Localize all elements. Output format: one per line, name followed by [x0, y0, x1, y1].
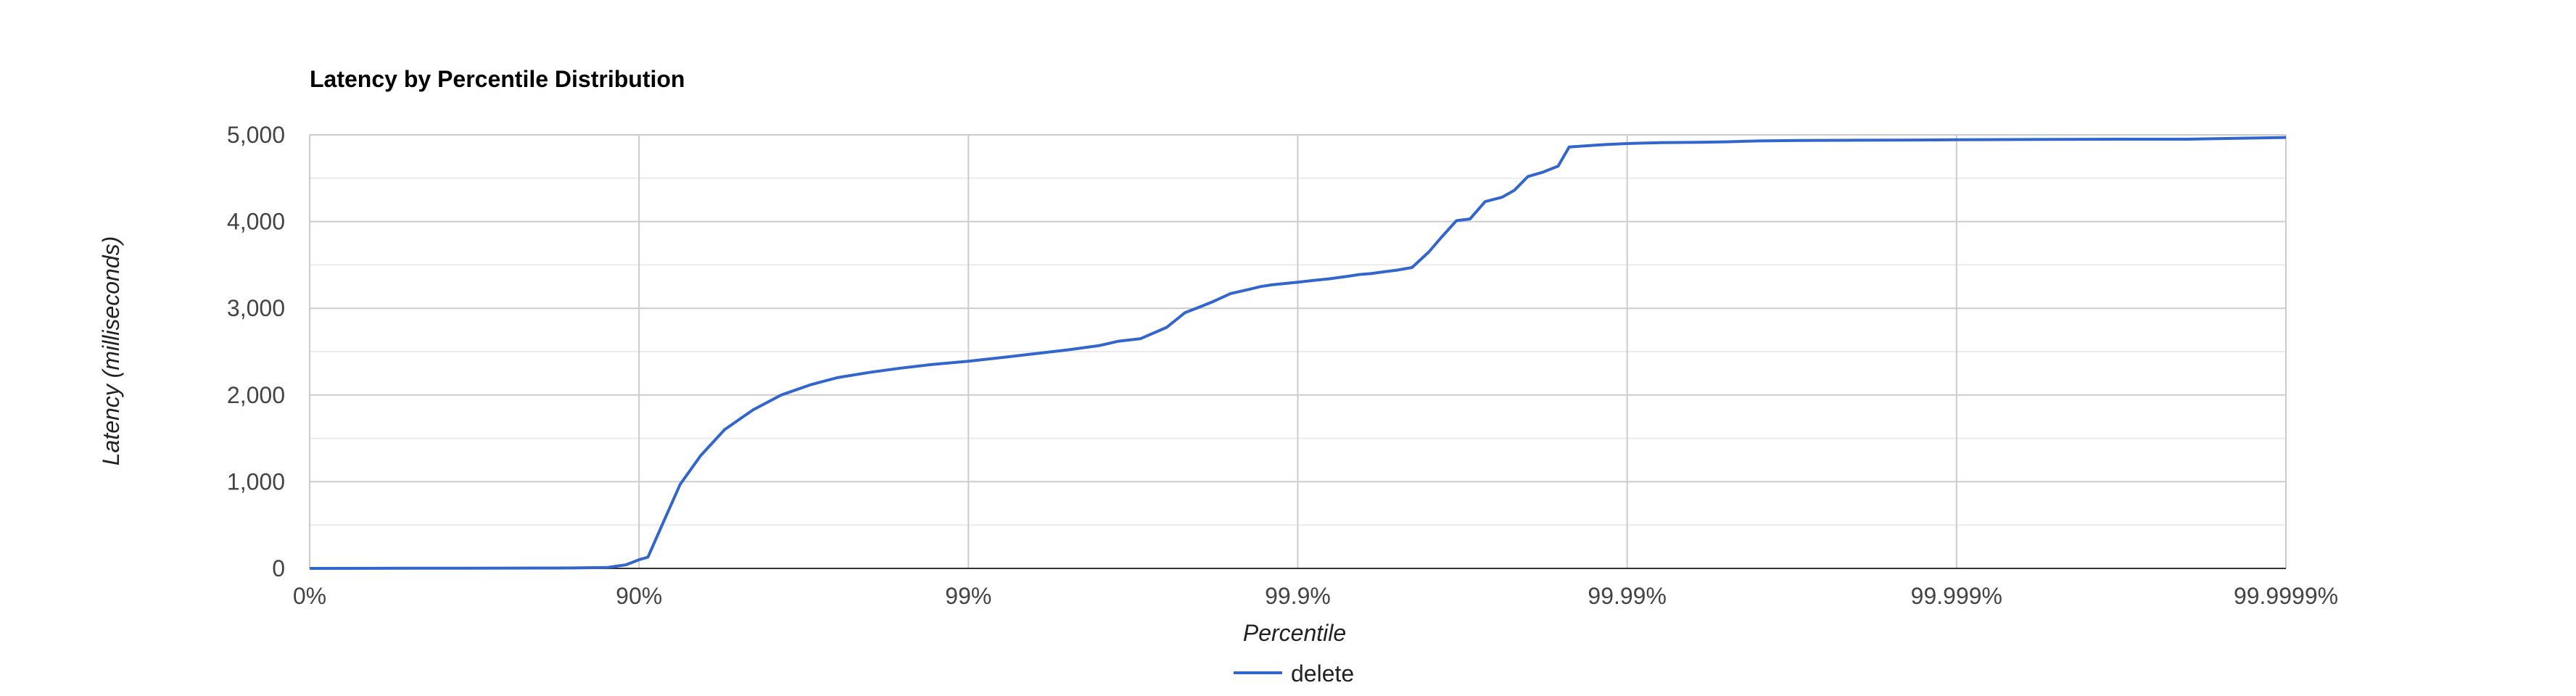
- chart-title: Latency by Percentile Distribution: [310, 66, 685, 92]
- y-tick-label: 5,000: [227, 122, 285, 148]
- y-tick-label: 1,000: [227, 468, 285, 494]
- y-tick-label: 3,000: [227, 295, 285, 321]
- series-line-delete: [309, 136, 2287, 570]
- legend[interactable]: delete: [1234, 660, 1354, 687]
- x-tick-label: 90%: [616, 583, 662, 609]
- x-tick-label: 99.9999%: [2234, 583, 2338, 609]
- x-tick-label: 0%: [293, 583, 326, 609]
- x-tick-label: 99%: [945, 583, 991, 609]
- y-tick-label: 0: [272, 555, 285, 581]
- y-tick-label: 4,000: [227, 209, 285, 235]
- grid: [309, 134, 2287, 569]
- x-tick-label: 99.999%: [1911, 583, 2002, 609]
- y-tick-label: 2,000: [227, 382, 285, 408]
- series-layer: [309, 136, 2287, 570]
- x-axis-title: Percentile: [1243, 620, 1346, 646]
- y-axis-title: Latency (milliseconds): [98, 236, 124, 466]
- x-tick-label: 99.99%: [1588, 583, 1667, 609]
- legend-label-delete: delete: [1291, 660, 1354, 687]
- x-tick-label: 99.9%: [1265, 583, 1331, 609]
- axis-ticks: 0 1,000 2,000 3,000 4,000 5,000 0% 90% 99% 99.9% 9…: [227, 122, 2338, 609]
